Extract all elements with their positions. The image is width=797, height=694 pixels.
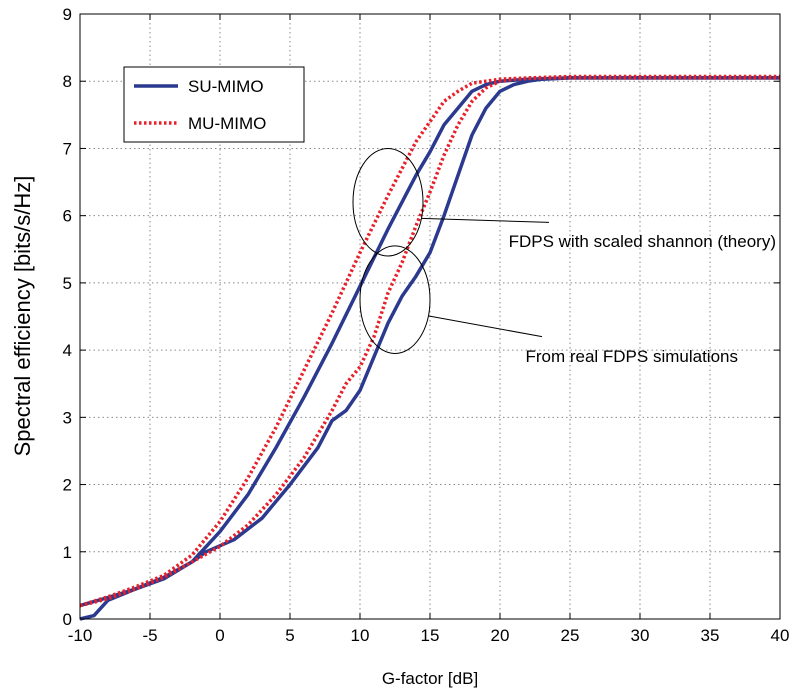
y-tick-label: 5 <box>63 274 72 293</box>
legend: SU-MIMO MU-MIMO <box>123 66 305 143</box>
y-tick-label: 2 <box>63 476 72 495</box>
x-tick-label: 20 <box>491 626 510 645</box>
axis-ticks: -10 -5 0 5 10 15 20 25 30 35 40 0 1 2 3 4 5 6 7 8 9 <box>63 5 790 645</box>
x-tick-label: 25 <box>561 626 580 645</box>
mu-mimo-curve-2 <box>79 76 780 608</box>
annotations: FDPS with scaled shannon (theory) From re… <box>352 147 776 366</box>
x-tick-label: 5 <box>285 626 294 645</box>
annotation-ellipse-2 <box>359 245 431 354</box>
y-tick-label: 1 <box>63 543 72 562</box>
x-tick-label: 0 <box>215 626 224 645</box>
annotation-leader-1 <box>421 217 550 223</box>
x-tick-label: 35 <box>701 626 720 645</box>
y-tick-label: 4 <box>63 341 72 360</box>
x-tick-label: 10 <box>351 626 370 645</box>
legend-label-su-mimo: SU-MIMO <box>188 77 264 96</box>
x-tick-label: 15 <box>421 626 440 645</box>
y-tick-label: 3 <box>63 408 72 427</box>
x-tick-label: 30 <box>631 626 650 645</box>
x-tick-label: -5 <box>142 626 157 645</box>
annotation-leader-2 <box>428 315 543 338</box>
grid-lines <box>80 14 780 619</box>
y-tick-label: 0 <box>63 610 72 629</box>
mu-mimo-curve-1 <box>79 74 780 608</box>
legend-label-mu-mimo: MU-MIMO <box>188 114 266 133</box>
annotation-label-2: From real FDPS simulations <box>525 347 738 366</box>
x-tick-label: 40 <box>771 626 790 645</box>
x-axis-title: G-factor [dB] <box>382 669 478 688</box>
series-lines <box>79 74 780 621</box>
y-axis-title: Spectral efficiency [bits/s/Hz] <box>10 176 35 457</box>
y-tick-label: 7 <box>63 139 72 158</box>
y-tick-label: 8 <box>63 72 72 91</box>
y-tick-label: 6 <box>63 207 72 226</box>
y-tick-label: 9 <box>63 5 72 24</box>
legend-box <box>123 66 305 143</box>
annotation-ellipse-1 <box>352 147 424 257</box>
x-tick-label: -10 <box>68 626 93 645</box>
annotation-label-1: FDPS with scaled shannon (theory) <box>509 232 776 251</box>
